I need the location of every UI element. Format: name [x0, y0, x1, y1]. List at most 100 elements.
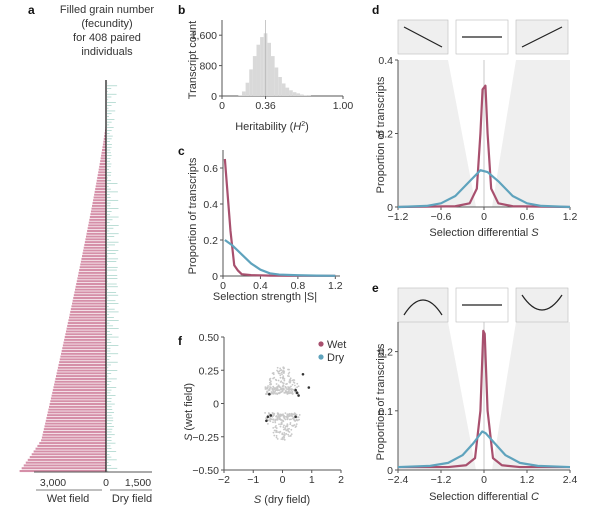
- scatter-point: [288, 371, 291, 374]
- scatter-point: [271, 412, 274, 414]
- wet-bar: [47, 411, 106, 414]
- panel-a-tick-3000: 3,000: [40, 477, 66, 489]
- hist-bar: [292, 92, 297, 96]
- y-tick-label: 0.2: [378, 347, 393, 359]
- scatter-point: [279, 381, 282, 383]
- scatter-point: [269, 380, 272, 383]
- wet-bar: [82, 255, 106, 258]
- wet-bar: [90, 210, 106, 213]
- scatter-point: [289, 422, 292, 424]
- scatter-point: [282, 376, 285, 379]
- wet-bar: [52, 389, 106, 392]
- panel-a-dry-label: Dry field: [112, 493, 152, 505]
- scatter-point: [292, 424, 295, 427]
- scatter-point: [275, 436, 278, 439]
- x-tick-label: −1.2: [388, 211, 409, 223]
- scatter-point: [277, 372, 280, 375]
- wet-bar: [50, 397, 106, 400]
- scatter-point: [285, 386, 287, 389]
- wet-bar: [102, 146, 106, 149]
- scatter-point: [277, 389, 279, 392]
- wet-bar: [71, 305, 106, 308]
- scatter-point: [269, 377, 272, 380]
- highlight-point: [266, 415, 270, 419]
- scatter-point: [274, 421, 277, 424]
- scatter-point: [277, 384, 280, 387]
- panel-a: a Filled grain number (fecundity) for 40…: [19, 3, 154, 505]
- wet-bar: [53, 386, 106, 389]
- x-tick-label: 2: [338, 474, 344, 486]
- hist-bar: [238, 95, 242, 96]
- hist-bar: [252, 56, 257, 96]
- inset-curve-positive-linear: [521, 26, 563, 48]
- scatter-point: [276, 366, 279, 369]
- wet-bar: [88, 224, 106, 227]
- wet-bar: [29, 456, 106, 459]
- scatter-point: [267, 419, 270, 422]
- scatter-point: [276, 431, 279, 434]
- scatter-point: [287, 390, 290, 393]
- x-tick-label: 0: [220, 280, 226, 292]
- scatter-point: [280, 423, 282, 426]
- wet-bar: [84, 241, 106, 244]
- scatter-point: [290, 433, 293, 436]
- wet-bar: [79, 266, 106, 269]
- highlight-point: [307, 386, 311, 389]
- scatter-point: [279, 376, 282, 379]
- scatter-point: [286, 413, 289, 416]
- scatter-point: [265, 388, 268, 390]
- scatter-point: [287, 372, 290, 375]
- wet-bar: [67, 322, 106, 325]
- wet-bar: [85, 235, 106, 238]
- wet-bar: [49, 403, 106, 406]
- scatter-point: [285, 383, 288, 386]
- scatter-point: [293, 379, 296, 382]
- y-tick-label: 0.4: [203, 199, 218, 211]
- hist-bar: [256, 44, 261, 96]
- wet-bar: [95, 185, 106, 188]
- wet-bar: [65, 330, 106, 333]
- scatter-point: [287, 368, 289, 371]
- scatter-point: [298, 414, 301, 416]
- scatter-point: [277, 392, 280, 395]
- panel-b-ylabel: Transcript count: [187, 21, 199, 99]
- scatter-point: [274, 392, 277, 395]
- wet-bar: [52, 391, 106, 394]
- scatter-point: [282, 426, 285, 428]
- scatter-point: [271, 372, 274, 375]
- panel-a-title-line1: Filled grain number: [60, 4, 154, 16]
- wet-bar: [54, 383, 106, 386]
- hist-bar: [289, 90, 293, 96]
- wet-bar: [44, 425, 106, 428]
- scatter-point: [271, 388, 274, 391]
- wet-bar: [57, 369, 106, 372]
- wet-bar: [79, 269, 106, 272]
- scatter-point: [284, 427, 287, 429]
- scatter-point: [284, 391, 287, 394]
- wet-bar: [81, 257, 106, 260]
- hist-bar: [300, 94, 304, 96]
- wet-bar: [37, 444, 106, 447]
- wet-bar: [99, 165, 106, 168]
- wet-bar: [59, 361, 106, 364]
- scatter-point: [275, 427, 278, 429]
- panel-d-xlabel: Selection differential S: [429, 227, 539, 239]
- x-tick-label: 0: [481, 211, 487, 223]
- series-line-dry: [397, 430, 571, 469]
- panel-a-title-line4: individuals: [81, 46, 133, 58]
- wet-bar: [87, 227, 106, 230]
- wet-bar: [56, 372, 106, 375]
- y-tick-label: 0.6: [203, 163, 218, 175]
- x-tick-label: 0.36: [255, 100, 276, 112]
- scatter-point: [272, 418, 275, 421]
- scatter-point: [291, 392, 294, 395]
- hist-bar: [267, 42, 272, 96]
- scatter-point: [281, 390, 283, 393]
- scatter-point: [286, 417, 289, 420]
- scatter-point: [283, 417, 286, 420]
- scatter-point: [278, 417, 281, 419]
- wet-bar: [92, 202, 106, 205]
- wet-bar: [82, 252, 106, 255]
- scatter-point: [279, 367, 282, 370]
- hist-bar: [278, 77, 282, 96]
